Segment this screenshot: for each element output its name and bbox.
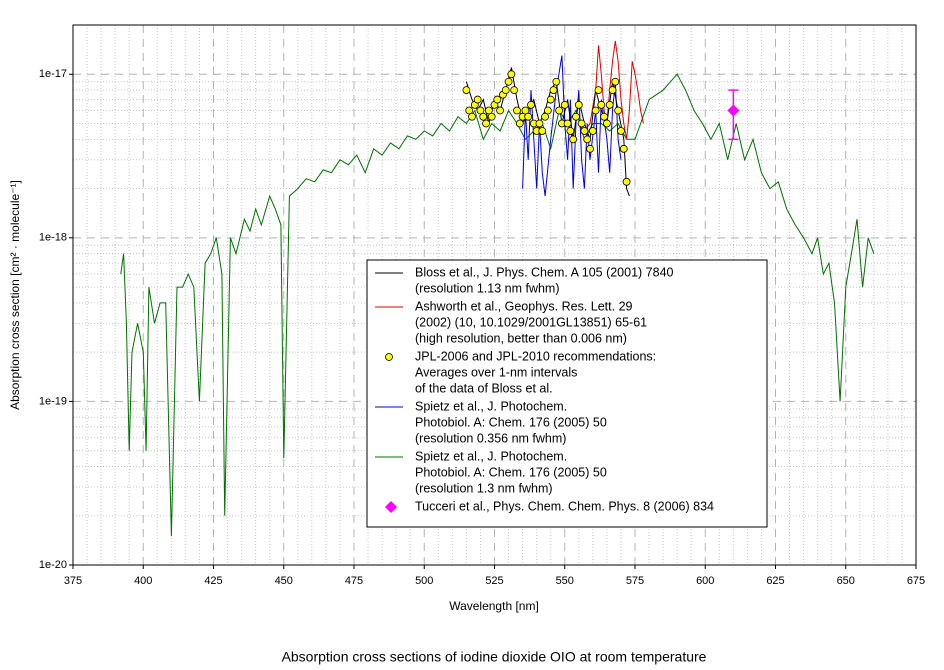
- data-point: [462, 86, 471, 94]
- legend-label: (resolution 0.356 nm fwhm): [415, 431, 566, 445]
- legend-swatch: [385, 501, 397, 513]
- data-point: [468, 112, 476, 121]
- legend: Bloss et al., J. Phys. Chem. A 105 (2001…: [366, 259, 768, 528]
- legend-label: Tucceri et al., Phys. Chem. Chem. Phys. …: [415, 499, 714, 513]
- x-tick-label: 675: [907, 575, 925, 587]
- legend-label: Photobiol. A: Chem. 176 (2005) 50: [415, 465, 607, 479]
- data-point: [583, 135, 592, 144]
- data-point: [513, 106, 521, 115]
- data-point: [569, 135, 578, 144]
- spectrum-line: [120, 73, 875, 537]
- y-tick-label: 1e-20: [39, 559, 67, 571]
- data-point: [515, 119, 524, 128]
- data-point: [552, 77, 561, 86]
- data-point: [563, 119, 572, 128]
- x-tick-label: 450: [275, 575, 293, 587]
- data-point: [501, 86, 510, 94]
- y-tick-label: 1e-19: [39, 395, 67, 407]
- legend-box: [366, 259, 768, 528]
- x-tick-label: 575: [626, 575, 644, 587]
- data-point: [496, 106, 505, 115]
- spectrum-line: [578, 40, 644, 140]
- data-point: [608, 86, 617, 94]
- data-point: [603, 119, 611, 128]
- x-tick-label: 525: [485, 575, 503, 587]
- data-point: [543, 106, 552, 115]
- data-point: [617, 127, 625, 135]
- data-point: [549, 86, 558, 94]
- y-axis-label: Absorption cross section [cm² · molecule…: [8, 180, 22, 410]
- data-point: [577, 119, 586, 128]
- data-point: [600, 112, 608, 121]
- chart-title: Absorption cross sections of iodine diox…: [282, 649, 707, 665]
- data-point: [524, 112, 533, 121]
- data-point: [574, 100, 583, 109]
- data-point: [619, 144, 628, 153]
- data-point: [566, 127, 575, 135]
- data-point: [572, 112, 580, 121]
- data-point: [538, 127, 547, 135]
- y-tick-label: 1e-17: [39, 68, 67, 80]
- legend-label: (2002) (10, 10.1029/2001GL13851) 65-61: [415, 315, 647, 329]
- x-tick-label: 600: [696, 575, 714, 587]
- x-tick-label: 550: [556, 575, 574, 587]
- legend-label: JPL-2006 and JPL-2010 recommendations:: [415, 349, 656, 363]
- data-point: [473, 95, 482, 104]
- data-point: [614, 106, 623, 115]
- x-tick-label: 475: [345, 575, 363, 587]
- data-point: [493, 95, 502, 104]
- legend-label: Spietz et al., J. Photochem.: [415, 399, 567, 413]
- x-axis-label: Wavelength [nm]: [449, 599, 539, 613]
- data-point: [487, 112, 496, 121]
- legend-label: (resolution 1.13 nm fwhm): [415, 281, 560, 295]
- data-point: [622, 177, 631, 186]
- data-point: [504, 77, 513, 86]
- data-point: [555, 106, 564, 115]
- legend-label: Averages over 1-nm intervals: [415, 365, 577, 379]
- data-point: [507, 70, 516, 79]
- data-point: [597, 100, 606, 109]
- x-tick-label: 650: [837, 575, 855, 587]
- legend-label: (high resolution, better than 0.006 nm): [415, 331, 627, 345]
- data-point: [605, 100, 614, 109]
- legend-label: Photobiol. A: Chem. 176 (2005) 50: [415, 415, 607, 429]
- data-point: [591, 106, 600, 115]
- data-point: [527, 100, 535, 109]
- x-tick-label: 400: [134, 575, 152, 587]
- legend-label: (resolution 1.3 nm fwhm): [415, 481, 553, 495]
- legend-label: Ashworth et al., Geophys. Res. Lett. 29: [415, 299, 633, 313]
- legend-label: Bloss et al., J. Phys. Chem. A 105 (2001…: [415, 265, 674, 279]
- data-point: [611, 77, 620, 86]
- x-tick-label: 625: [766, 575, 784, 587]
- data-point: [727, 104, 740, 117]
- legend-label: Spietz et al., J. Photochem.: [415, 449, 567, 463]
- x-tick-label: 500: [415, 575, 433, 587]
- x-tick-label: 375: [64, 575, 82, 587]
- spectrum-line: [522, 55, 622, 197]
- data-point: [594, 86, 603, 94]
- data-point: [580, 127, 589, 135]
- data-point: [482, 119, 490, 128]
- y-tick-label: 1e-18: [39, 232, 67, 244]
- plot-border: [72, 24, 917, 566]
- data-point: [588, 127, 597, 135]
- data-point: [510, 86, 519, 94]
- legend-label: of the data of Bloss et al.: [415, 381, 553, 395]
- data-point: [560, 100, 569, 109]
- data-point: [535, 119, 544, 128]
- data-point: [546, 95, 555, 104]
- data-point: [479, 112, 488, 121]
- legend-swatch: [385, 353, 393, 361]
- x-tick-label: 425: [204, 575, 222, 587]
- data-point: [586, 144, 594, 153]
